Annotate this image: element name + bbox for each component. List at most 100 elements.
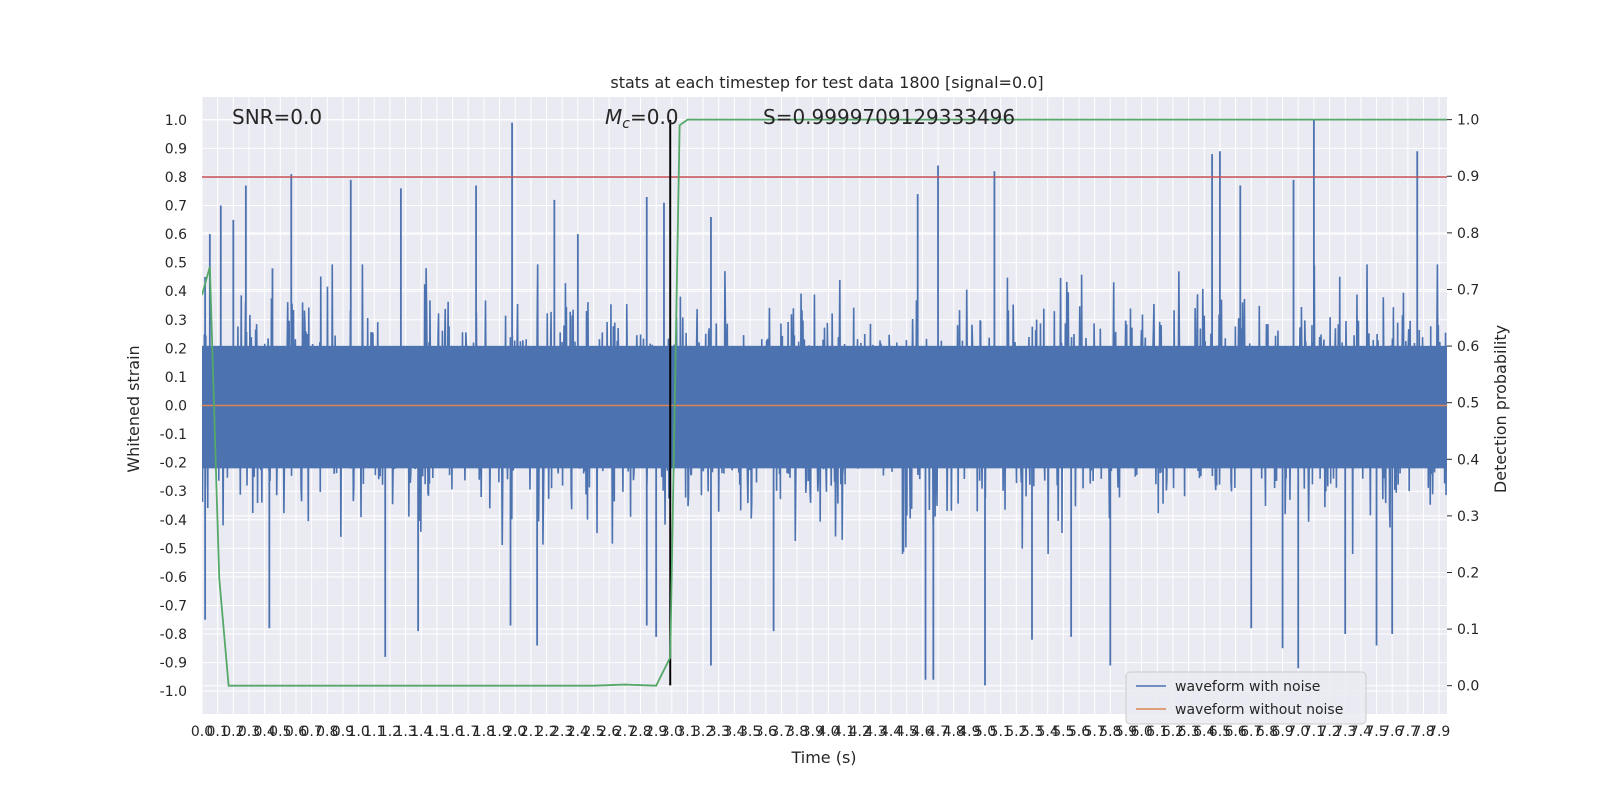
x-tick-label: 2.8	[629, 724, 651, 740]
x-tick-label: 5.2	[1005, 724, 1027, 740]
x-tick-label: 3.3	[708, 724, 730, 740]
y-tick-label-right: 0.8	[1457, 226, 1479, 242]
x-tick-label: 4.9	[958, 724, 980, 740]
x-tick-label: 6.0	[1130, 724, 1152, 740]
x-tick-label: 4.6	[911, 724, 933, 740]
y-tick-label-left: -0.1	[160, 427, 187, 443]
legend-label: waveform with noise	[1175, 679, 1320, 695]
y-tick-label-right: 0.4	[1457, 452, 1479, 468]
y-axis-label-left: Whitened strain	[124, 345, 143, 472]
x-tick-labels: 0.00.10.20.30.40.50.60.70.80.91.01.11.21…	[191, 724, 1450, 740]
y-axis-label-right: Detection probability	[1491, 325, 1510, 493]
y-tick-label-right: 0.5	[1457, 396, 1479, 412]
x-tick-label: 7.7	[1397, 724, 1419, 740]
y-tick-label-left: 0.8	[165, 170, 187, 186]
x-tick-label: 7.9	[1428, 724, 1450, 740]
y-tick-label-left: 0.6	[165, 227, 187, 243]
x-tick-label: 4.0	[817, 724, 839, 740]
x-tick-label: 1.9	[488, 724, 510, 740]
x-tick-label: 0.5	[269, 724, 291, 740]
x-tick-label: 2.2	[535, 724, 557, 740]
y-tick-label-left: 0.4	[165, 284, 187, 300]
y-tick-label-right: 0.7	[1457, 282, 1479, 298]
x-tick-label: 6.1	[1146, 724, 1168, 740]
y-tick-label-right: 0.9	[1457, 169, 1479, 185]
legend: waveform with noise waveform without nois…	[1125, 671, 1367, 725]
x-tick-label: 1.7	[457, 724, 479, 740]
x-tick-label: 4.8	[943, 724, 965, 740]
y-tick-label-left: 0.5	[165, 256, 187, 272]
x-tick-label: 4.3	[864, 724, 886, 740]
x-tick-label: 4.1	[833, 724, 855, 740]
x-tick-label: 6.8	[1256, 724, 1278, 740]
x-tick-label: 2.1	[520, 724, 542, 740]
y-tick-label-left: -0.8	[160, 627, 187, 643]
x-tick-label: 1.3	[394, 724, 416, 740]
x-tick-label: 3.8	[786, 724, 808, 740]
x-tick-label: 4.7	[927, 724, 949, 740]
y-tick-label-left: -0.2	[160, 456, 187, 472]
x-tick-label: 5.3	[1021, 724, 1043, 740]
y-tick-label-left: 0.0	[165, 399, 187, 415]
y-tick-label-left: 0.3	[165, 313, 187, 329]
y-tick-label-right: 0.3	[1457, 509, 1479, 525]
x-tick-label: 3.5	[739, 724, 761, 740]
y-tick-label-left: -0.4	[160, 513, 187, 529]
x-tick-label: 7.1	[1303, 724, 1325, 740]
x-tick-label: 3.7	[770, 724, 792, 740]
y-tick-label-left: 0.7	[165, 199, 187, 215]
x-tick-label: 3.4	[723, 724, 745, 740]
x-tick-label: 7.2	[1318, 724, 1340, 740]
x-tick-label: 4.4	[880, 724, 902, 740]
x-tick-label: 2.7	[614, 724, 636, 740]
x-tick-label: 1.1	[363, 724, 385, 740]
x-axis-label: Time (s)	[790, 748, 856, 767]
y-tick-label-left: -0.3	[160, 484, 187, 500]
x-tick-label: 5.4	[1037, 724, 1059, 740]
x-tick-label: 5.8	[1099, 724, 1121, 740]
x-tick-label: 0.6	[285, 724, 307, 740]
x-tick-label: 5.1	[990, 724, 1012, 740]
legend-label: waveform without noise	[1175, 702, 1343, 718]
x-tick-label: 6.9	[1271, 724, 1293, 740]
legend-box	[1125, 671, 1367, 725]
y-tick-label-left: -0.5	[160, 541, 187, 557]
chirp-mass-annotation: Mc=0.0	[605, 105, 679, 132]
x-tick-label: 2.5	[582, 724, 604, 740]
x-tick-label: 1.4	[410, 724, 432, 740]
x-tick-label: 0.0	[191, 724, 213, 740]
chart-title: stats at each timestep for test data 180…	[610, 73, 1043, 92]
y-tick-label-left: 0.1	[165, 370, 187, 386]
x-tick-label: 0.9	[332, 724, 354, 740]
x-tick-label: 7.8	[1412, 724, 1434, 740]
y-tick-label-right: 1.0	[1457, 113, 1479, 129]
x-tick-label: 0.4	[254, 724, 276, 740]
x-tick-label: 2.9	[645, 724, 667, 740]
x-tick-label: 0.7	[300, 724, 322, 740]
x-tick-label: 0.1	[207, 724, 229, 740]
score-annotation: S=0.9999709129333496	[763, 105, 1015, 129]
y-tick-label-left: 1.0	[165, 113, 187, 129]
y-tick-label-right: 0.1	[1457, 622, 1479, 638]
x-tick-label: 7.6	[1381, 724, 1403, 740]
snr-annotation: SNR=0.0	[232, 105, 322, 129]
y-tick-label-left: -0.7	[160, 598, 187, 614]
series-waveform-with-noise	[202, 119, 1447, 686]
y-tick-labels-left: -1.0 -0.9 -0.8 -0.7 -0.6 -0.5 -0.4 -0.3 -0.2 -0.1…	[160, 113, 187, 700]
x-tick-label: 4.2	[849, 724, 871, 740]
x-tick-label: 6.5	[1209, 724, 1231, 740]
x-tick-label: 7.3	[1334, 724, 1356, 740]
x-tick-label: 6.7	[1240, 724, 1262, 740]
x-tick-label: 5.6	[1068, 724, 1090, 740]
y-tick-label-left: 0.9	[165, 141, 187, 157]
x-tick-label: 3.6	[755, 724, 777, 740]
x-tick-label: 1.8	[473, 724, 495, 740]
x-tick-label: 3.2	[692, 724, 714, 740]
x-tick-label: 7.5	[1365, 724, 1387, 740]
x-tick-label: 2.0	[504, 724, 526, 740]
x-tick-label: 1.2	[379, 724, 401, 740]
y-tick-label-right: 0.2	[1457, 565, 1479, 581]
x-tick-label: 5.7	[1084, 724, 1106, 740]
